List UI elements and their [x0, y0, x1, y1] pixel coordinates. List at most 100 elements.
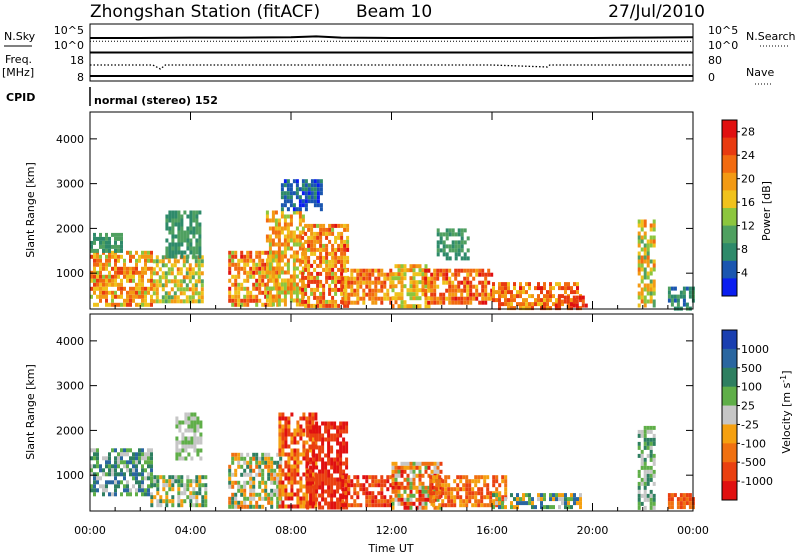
- power-cell: [161, 295, 165, 300]
- power-cell: [445, 280, 449, 285]
- power-cell: [111, 232, 114, 237]
- velocity-cell: [330, 489, 334, 494]
- velocity-cell: [403, 489, 407, 494]
- power-cell: [337, 303, 341, 308]
- velocity-cell: [336, 461, 340, 466]
- velocity-cell: [190, 436, 194, 441]
- velocity-cell: [344, 491, 348, 496]
- power-cell: [492, 298, 495, 303]
- power-cell: [346, 267, 350, 272]
- power-cell: [549, 282, 552, 287]
- velocity-cell: [231, 492, 235, 497]
- velocity-cell: [193, 428, 197, 433]
- velocity-cell: [564, 501, 567, 506]
- velocity-cell: [391, 465, 395, 470]
- power-cell: [310, 231, 314, 236]
- power-cell: [292, 262, 296, 267]
- velocity-cell: [287, 496, 291, 501]
- power-cell: [144, 286, 147, 291]
- power-cell: [478, 272, 482, 277]
- velocity-cell: [412, 481, 416, 486]
- power-cell: [368, 268, 372, 273]
- velocity-cell: [465, 487, 469, 492]
- power-cell: [155, 279, 159, 284]
- velocity-cell: [135, 468, 138, 473]
- velocity-cell: [228, 476, 232, 481]
- power-cell: [572, 299, 576, 304]
- power-cell: [283, 234, 287, 239]
- velocity-cell: [135, 456, 138, 461]
- velocity-cell: [240, 452, 244, 457]
- velocity-cell: [287, 416, 291, 421]
- power-cell: [340, 291, 344, 296]
- velocity-cell: [93, 456, 96, 461]
- power-cell: [90, 286, 93, 291]
- power-cell: [301, 246, 305, 251]
- power-cell: [195, 226, 199, 231]
- power-cell: [427, 288, 431, 293]
- velocity-cell: [368, 491, 372, 496]
- power-cell: [307, 263, 311, 268]
- velocity-cell: [456, 475, 460, 480]
- power-cell: [295, 242, 299, 247]
- power-cell: [415, 264, 419, 269]
- velocity-cell: [193, 432, 197, 437]
- power-cell: [298, 203, 302, 208]
- velocity-cell: [273, 476, 277, 481]
- power-cell: [564, 290, 567, 295]
- velocity-cell: [175, 440, 179, 445]
- velocity-cell: [350, 495, 354, 500]
- power-cell: [575, 295, 579, 300]
- velocity-cell: [406, 465, 410, 470]
- power-cell: [561, 302, 564, 307]
- velocity-cell: [400, 493, 404, 498]
- velocity-cell: [302, 492, 306, 497]
- power-cell: [688, 286, 692, 291]
- power-cell: [412, 280, 416, 285]
- velocity-cell: [302, 456, 306, 461]
- power-cell: [180, 222, 184, 227]
- power-cell: [454, 248, 458, 253]
- power-cell: [368, 288, 372, 293]
- power-cell: [271, 226, 275, 231]
- power-cell: [161, 283, 165, 288]
- velocity-cell: [290, 472, 294, 477]
- velocity-cell: [117, 484, 120, 489]
- power-cell: [343, 247, 347, 252]
- power-cell: [277, 254, 281, 259]
- velocity-heatmap: [90, 412, 695, 510]
- power-cell: [246, 298, 250, 303]
- power-cell: [356, 276, 360, 281]
- velocity-cell: [279, 472, 283, 477]
- power-cell: [298, 199, 302, 204]
- velocity-cell: [261, 488, 265, 493]
- power-cell: [198, 246, 202, 251]
- velocity-cell: [341, 483, 345, 488]
- velocity-cell: [93, 488, 96, 493]
- velocity-cell: [643, 425, 647, 430]
- power-cell: [322, 283, 326, 288]
- velocity-cell: [281, 432, 285, 437]
- power-cell: [200, 259, 204, 264]
- power-cell: [331, 299, 335, 304]
- power-cell: [319, 259, 323, 264]
- power-cell: [268, 262, 272, 267]
- velocity-cell: [177, 479, 181, 484]
- power-cell: [243, 266, 247, 271]
- velocity-cell: [165, 491, 169, 496]
- velocity-cell: [309, 481, 313, 486]
- velocity-cell: [135, 492, 138, 497]
- velocity-cell: [299, 484, 303, 489]
- power-cell: [400, 304, 404, 309]
- power-cell: [120, 270, 123, 275]
- power-cell: [347, 296, 351, 301]
- velocity-cell: [418, 501, 422, 506]
- velocity-cell: [643, 473, 647, 478]
- velocity-cell: [117, 480, 120, 485]
- x-tick-label: 04:00: [175, 524, 207, 537]
- velocity-cell: [498, 505, 501, 510]
- power-cell: [283, 262, 287, 267]
- velocity-cell: [495, 493, 498, 498]
- power-cell: [362, 272, 366, 277]
- velocity-cell: [150, 452, 153, 457]
